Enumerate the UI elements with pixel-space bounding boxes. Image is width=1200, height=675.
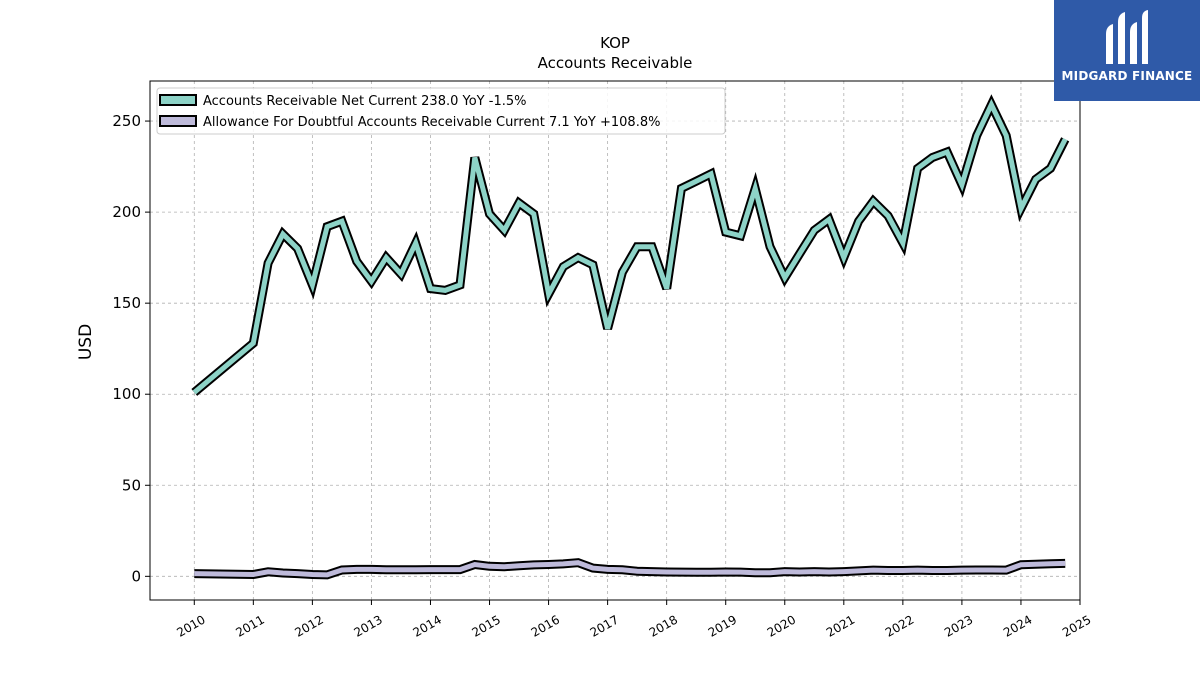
legend-box [156,87,726,135]
x-tick-label: 2023 [942,612,975,639]
brand-logo-icon [1106,10,1148,64]
x-tick-label: 2025 [1060,612,1093,639]
series-2 [194,558,1066,580]
y-tick-label: 150 [112,294,141,312]
x-tick-label: 2024 [1001,612,1034,639]
series-line [194,560,1066,578]
chart-subtitle: Accounts Receivable [538,54,693,72]
legend-swatch [159,115,197,127]
plot-frame [149,80,1081,601]
x-tick-label: 2015 [470,612,503,639]
x-tick-label: 2010 [174,612,207,639]
brand-name: MIDGARD FINANCE [1061,69,1193,83]
legend-label: Allowance For Doubtful Accounts Receivab… [203,115,660,130]
y-tick-label: 50 [122,476,141,494]
x-tick-label: 2013 [351,612,384,639]
y-tick-label: 0 [131,567,141,585]
y-tick-label: 200 [112,203,141,221]
series-layer [191,94,1070,580]
y-tick-label: 100 [112,385,141,403]
y-tick-label: 250 [112,112,141,130]
legend-swatch [159,94,197,106]
brand-logo: MIDGARD FINANCE [1054,0,1200,101]
y-axis: 0 50 100 150 200 250 [112,112,150,585]
x-tick-label: 2016 [529,612,562,639]
x-tick-label: 2021 [824,612,857,639]
chart-title: KOP [600,34,630,52]
x-tick-label: 2014 [411,612,444,639]
x-axis: 2010 2011 2012 2013 2014 2015 2016 2017 2018 2019… [174,600,1094,640]
series-1 [191,94,1070,396]
series-line [192,98,1068,395]
x-tick-label: 2011 [233,612,266,639]
legend-label: Accounts Receivable Net Current 238.0 Yo… [203,94,526,109]
x-tick-label: 2018 [647,612,680,639]
x-tick-label: 2017 [588,612,621,639]
y-axis-label: USD [76,324,96,360]
x-tick-label: 2019 [706,612,739,639]
x-tick-label: 2012 [292,612,325,639]
x-tick-label: 2022 [883,612,916,639]
x-tick-label: 2020 [765,612,798,639]
series-line-outline [191,94,1070,396]
legend: Accounts Receivable Net Current 238.0 Yo… [156,87,726,135]
